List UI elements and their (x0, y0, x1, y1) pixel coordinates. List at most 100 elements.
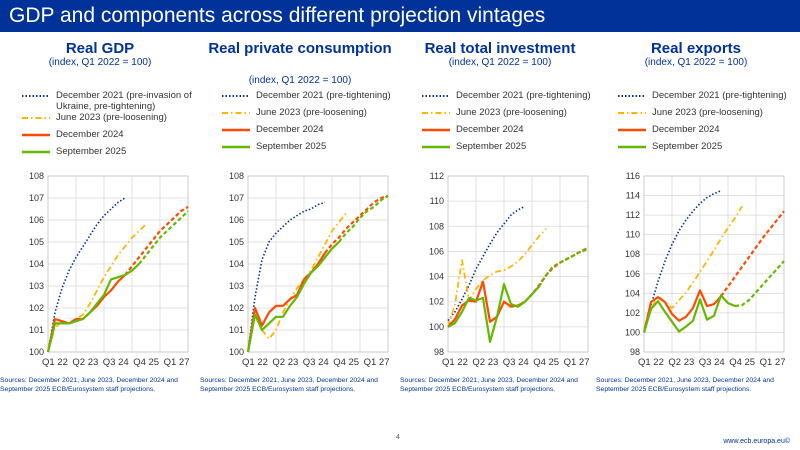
sources-note: Sources: December 2021, June 2023, Decem… (400, 377, 578, 393)
x-tick-label: Q1 27 (760, 357, 786, 368)
legend-label: December 2024 (456, 124, 524, 135)
legend-swatch (22, 150, 50, 154)
series-line-sep2025 (246, 241, 340, 353)
legend-swatch (422, 145, 450, 149)
y-tick-label: 103 (29, 281, 44, 291)
legend-label: June 2023 (pre-loosening) (256, 107, 367, 118)
legend-label: December 2024 (56, 129, 124, 140)
series-line-sep2025 (642, 294, 736, 333)
y-tick-label: 110 (430, 196, 444, 206)
legend-label: December 2021 (pre-tightening) (652, 90, 787, 101)
y-tick-label: 106 (625, 269, 640, 279)
sources-note: Sources: December 2021, June 2023, Decem… (596, 377, 774, 393)
series-line-jun2023 (447, 228, 547, 328)
x-tick-label: Q1 22 (442, 357, 468, 368)
series-line-sep2025-projection (138, 210, 189, 265)
series-line-sep2025-projection (734, 260, 785, 308)
x-tick-label: Q3 24 (303, 357, 329, 368)
x-tick-label: Q1 22 (242, 357, 268, 368)
series-line-dec2024-projection (324, 194, 389, 254)
panel-subtitle: (index, Q1 2022 = 100) (248, 75, 352, 86)
page-title: GDP and components across different proj… (9, 4, 546, 27)
x-tick-label: Q1 22 (638, 357, 664, 368)
series-line-jun2023 (247, 212, 347, 353)
series-line-dec2021 (247, 201, 326, 353)
y-tick-label: 108 (229, 171, 244, 181)
legend-label: June 2023 (pre-loosening) (56, 112, 167, 123)
panel-real-total-investment: Real total investment (index, Q1 2022 = … (400, 32, 600, 412)
series-line-dec2024-projection (124, 205, 189, 276)
legend-label: December 2024 (256, 124, 324, 135)
y-tick-label: 108 (625, 249, 640, 259)
y-tick-label: 114 (626, 191, 640, 201)
legend-swatch (22, 133, 50, 137)
legend-swatch (422, 128, 450, 132)
y-tick-label: 106 (229, 215, 244, 225)
y-tick-label: 104 (429, 272, 444, 282)
chart-real-exports: 98 100 102 104 106 108 110 112 114 116 Q1 22 Q2 23 Q… (625, 171, 786, 368)
panel-subtitle: (index, Q1 2022 = 100) (448, 57, 552, 68)
plot-area (447, 175, 589, 353)
y-tick-label: 102 (429, 297, 444, 307)
series-line-dec2024 (642, 289, 722, 333)
y-tick-label: 106 (429, 246, 444, 256)
y-tick-label: 100 (429, 322, 444, 332)
panel-real-exports: Real exports (index, Q1 2022 = 100) Dece… (596, 32, 796, 412)
y-tick-label: 105 (29, 237, 44, 247)
y-tick-label: 110 (626, 230, 640, 240)
legend-swatch (422, 111, 450, 115)
series-line-dec2024-projection (720, 210, 785, 297)
series-line-sep2025 (46, 263, 140, 353)
chart-real-private-consumption: 100 101 102 103 104 105 106 107 108 Q1 22 Q2 23 Q3 … (229, 171, 390, 368)
x-tick-label: Q1 27 (364, 357, 390, 368)
legend-swatch (618, 111, 646, 115)
legend-swatch (222, 145, 250, 149)
legend-swatch (618, 128, 646, 132)
legend-swatch (222, 128, 250, 132)
legend-label: September 2025 (652, 141, 723, 152)
legend-swatch (22, 116, 50, 120)
y-tick-label: 100 (625, 327, 640, 337)
y-tick-label: 101 (229, 325, 244, 335)
legend-label: December 2021 (pre-invasion of Ukraine, … (56, 90, 192, 112)
sources-note: Sources: December 2021, June 2023, Decem… (200, 377, 378, 393)
legend-label: September 2025 (256, 141, 327, 152)
legend-swatch (618, 145, 646, 149)
y-tick-label: 104 (625, 288, 640, 298)
x-tick-label: Q4 25 (133, 357, 159, 368)
chart-real-gdp: 100 101 102 103 104 105 106 107 108 Q1 22 Q2 23 Q3 … (29, 171, 190, 368)
sources-note: Sources: December 2021, June 2023, Decem… (0, 377, 178, 393)
x-tick-label: Q4 25 (333, 357, 359, 368)
y-tick-label: 108 (429, 221, 444, 231)
legend-swatch (222, 95, 250, 97)
y-tick-label: 98 (630, 347, 640, 357)
x-tick-label: Q4 25 (729, 357, 755, 368)
x-tick-label: Q4 25 (533, 357, 559, 368)
series-line-sep2025 (447, 282, 540, 343)
y-tick-label: 112 (626, 210, 640, 220)
y-tick-label: 112 (430, 171, 444, 181)
legend-swatch (22, 95, 50, 97)
series-line-dec2024 (447, 280, 526, 328)
x-tick-label: Q3 24 (503, 357, 529, 368)
panel-subtitle: (index, Q1 2022 = 100) (644, 57, 748, 68)
y-tick-label: 106 (29, 215, 44, 225)
x-tick-label: Q3 24 (103, 357, 129, 368)
x-tick-label: Q3 24 (699, 357, 725, 368)
panel-title: Real exports (650, 40, 742, 57)
legend-swatch (618, 95, 646, 97)
x-tick-label: Q2 23 (472, 357, 498, 368)
legend-label: September 2025 (56, 146, 127, 157)
x-tick-label: Q2 23 (72, 357, 98, 368)
panel-subtitle: (index, Q1 2022 = 100) (48, 57, 152, 68)
chart-real-total-investment: 98 100 102 104 106 108 110 112 Q1 22 Q2 23 Q3 24 Q4… (429, 171, 590, 368)
y-tick-label: 105 (229, 237, 244, 247)
page-number: 4 (396, 434, 400, 441)
x-tick-label: Q2 23 (668, 357, 694, 368)
x-tick-label: Q1 22 (42, 357, 68, 368)
y-tick-label: 102 (29, 303, 44, 313)
panel-title: Real private consumption (208, 40, 392, 57)
y-tick-label: 98 (434, 347, 444, 357)
plot-area (643, 175, 785, 353)
y-tick-label: 104 (229, 259, 244, 269)
